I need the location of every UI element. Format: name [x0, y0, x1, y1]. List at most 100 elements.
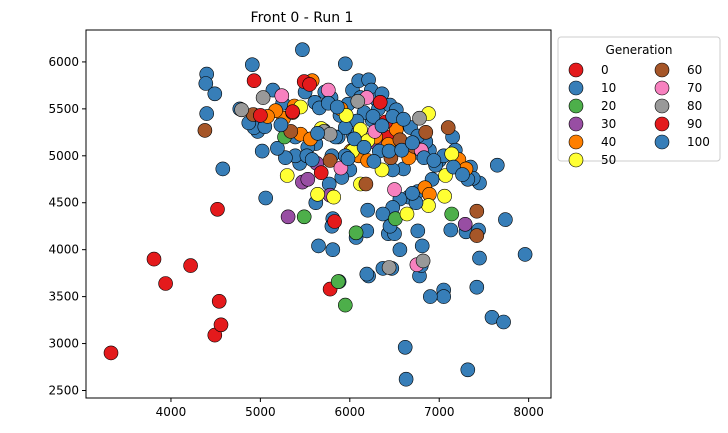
- data-point-gen-10: [460, 362, 476, 378]
- data-point-gen-10: [498, 212, 513, 227]
- data-point-gen-100: [396, 111, 411, 127]
- y-tick-label: 4000: [48, 243, 79, 257]
- x-tick-label: 8000: [513, 405, 544, 419]
- data-point-gen-60: [418, 125, 434, 140]
- legend-marker-gen-60: [654, 62, 670, 78]
- data-point-gen-10: [472, 250, 487, 266]
- x-tick-label: 7000: [424, 405, 455, 419]
- data-point-gen-80: [412, 110, 427, 126]
- data-point-gen-10: [295, 42, 310, 58]
- y-tick-label: 6000: [48, 55, 79, 69]
- data-point-gen-100: [365, 109, 381, 124]
- data-point-gen-80: [381, 260, 397, 275]
- legend-marker-gen-70: [654, 80, 670, 96]
- legend-marker-gen-90: [654, 116, 670, 132]
- data-point-gen-50: [310, 187, 325, 202]
- legend-box: [557, 36, 721, 162]
- legend-title: Generation: [606, 43, 673, 57]
- legend-marker-gen-50: [568, 152, 584, 168]
- data-point-gen-0: [210, 202, 225, 217]
- data-point-gen-100: [356, 140, 372, 155]
- data-point-gen-80: [350, 94, 366, 109]
- data-point-gen-10: [325, 242, 341, 257]
- data-point-gen-100: [304, 152, 320, 167]
- data-point-gen-60: [469, 203, 485, 219]
- data-point-gen-100: [405, 135, 420, 150]
- x-axis-ticks: 4000 5000 6000 7000 8000: [156, 398, 544, 419]
- data-point-gen-20: [348, 225, 364, 241]
- data-point-gen-10: [397, 339, 413, 355]
- data-point-gen-50: [421, 198, 436, 213]
- legend-marker-gen-20: [568, 98, 584, 114]
- data-point-gen-70: [320, 82, 336, 98]
- data-point-gen-100: [310, 126, 325, 141]
- data-point-gen-90: [372, 95, 388, 110]
- data-point-gen-60: [322, 153, 338, 168]
- data-point-gen-90: [246, 73, 262, 88]
- data-point-gen-50: [437, 188, 452, 204]
- legend-label-gen-80: 80: [687, 99, 702, 113]
- data-point-gen-50: [279, 168, 295, 183]
- data-point-gen-60: [197, 123, 213, 138]
- data-point-gen-90: [285, 104, 300, 119]
- x-tick-label: 6000: [335, 405, 366, 419]
- data-point-gen-10: [270, 141, 285, 156]
- data-point-gen-20: [444, 206, 460, 222]
- data-point-gen-80: [322, 126, 338, 142]
- data-point-gen-100: [405, 186, 420, 201]
- legend-marker-gen-40: [568, 134, 584, 150]
- plot-area-frame: [85, 29, 552, 399]
- data-point-gen-10: [254, 143, 270, 159]
- legend-label-gen-100: 100: [687, 135, 710, 149]
- data-point-gen-90: [313, 165, 329, 180]
- data-point-gen-50: [399, 206, 415, 222]
- legend-items: 0 10 20 30 40 50 60 70 80 90 100: [568, 62, 710, 168]
- data-point-gen-0: [183, 258, 198, 273]
- legend-label-gen-20: 20: [601, 99, 616, 113]
- data-point-gen-10: [337, 56, 353, 72]
- y-tick-label: 2500: [48, 383, 79, 397]
- legend-label-gen-60: 60: [687, 63, 702, 77]
- data-point-gen-90: [302, 77, 317, 92]
- data-point-gen-100: [455, 167, 470, 182]
- data-point-gen-90: [253, 108, 268, 123]
- data-point-gen-10: [436, 289, 452, 304]
- data-point-gen-0: [211, 293, 227, 309]
- legend-marker-gen-80: [654, 98, 670, 114]
- data-point-gen-10: [517, 247, 533, 262]
- data-point-gen-20: [330, 274, 346, 289]
- data-point-gen-10: [398, 371, 414, 387]
- data-point-gen-100: [426, 153, 442, 168]
- data-point-gen-100: [374, 118, 390, 134]
- data-point-gen-100: [329, 99, 345, 115]
- legend-label-gen-40: 40: [601, 135, 616, 149]
- legend-marker-gen-100: [654, 134, 670, 150]
- y-tick-label: 4500: [48, 196, 79, 210]
- data-point-gen-10: [422, 289, 438, 304]
- data-point-gen-10: [278, 150, 293, 165]
- y-tick-label: 5000: [48, 149, 79, 163]
- legend-label-gen-0: 0: [601, 63, 609, 77]
- chart-title: Front 0 - Run 1: [251, 10, 354, 26]
- x-tick-label: 5000: [245, 405, 276, 419]
- data-point-gen-10: [469, 279, 485, 295]
- legend-marker-gen-0: [568, 62, 584, 78]
- data-point-gen-10: [198, 76, 214, 91]
- data-point-gen-20: [337, 297, 353, 313]
- data-point-gen-0: [158, 276, 173, 291]
- data-point-gen-10: [199, 106, 214, 121]
- legend-label-gen-10: 10: [601, 81, 616, 95]
- legend-label-gen-70: 70: [687, 81, 702, 95]
- legend-label-gen-90: 90: [687, 117, 702, 131]
- legend-label-gen-50: 50: [601, 153, 616, 167]
- data-point-gen-100: [394, 142, 410, 158]
- data-point-gen-10: [207, 86, 223, 102]
- data-point-gen-10: [496, 314, 511, 330]
- data-point-gen-10: [360, 202, 376, 218]
- data-point-gen-70: [387, 182, 402, 197]
- data-point-gen-80: [255, 90, 271, 105]
- data-point-gen-10: [375, 206, 391, 222]
- data-points: [103, 42, 533, 387]
- data-point-gen-0: [146, 251, 162, 267]
